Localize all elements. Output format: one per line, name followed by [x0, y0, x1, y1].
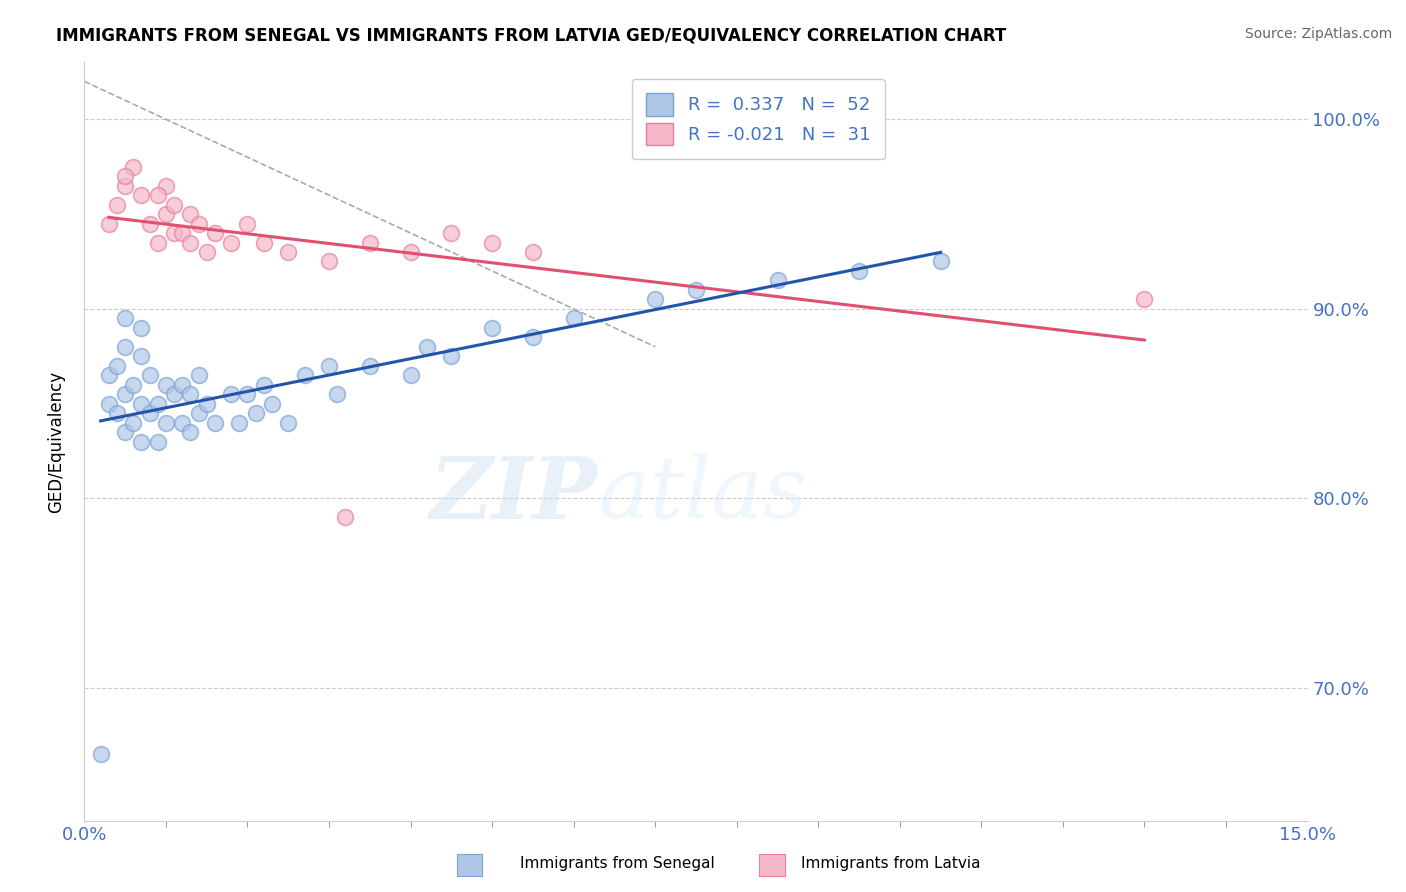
- Point: [131, 434, 153, 449]
- Point: [172, 226, 194, 240]
- Point: [179, 235, 201, 250]
- Point: [179, 425, 201, 439]
- Point: [138, 406, 160, 420]
- Point: [195, 244, 218, 259]
- Point: [97, 217, 120, 231]
- Point: [114, 178, 136, 193]
- Point: [179, 387, 201, 401]
- Point: [105, 197, 128, 211]
- Point: [114, 340, 136, 354]
- Point: [146, 434, 169, 449]
- Point: [204, 416, 226, 430]
- Text: atlas: atlas: [598, 453, 807, 536]
- Point: [155, 416, 177, 430]
- Point: [219, 235, 242, 250]
- Y-axis label: GED/Equivalency: GED/Equivalency: [48, 370, 66, 513]
- Point: [155, 207, 177, 221]
- Point: [277, 416, 299, 430]
- Point: [359, 235, 381, 250]
- Point: [131, 397, 153, 411]
- Point: [253, 235, 276, 250]
- Point: [187, 406, 209, 420]
- Point: [138, 368, 160, 383]
- Point: [195, 397, 218, 411]
- Point: [236, 387, 259, 401]
- Point: [131, 349, 153, 363]
- Text: ZIP: ZIP: [430, 453, 598, 536]
- Point: [219, 387, 242, 401]
- Text: Immigrants from Senegal: Immigrants from Senegal: [520, 856, 716, 871]
- Point: [253, 377, 276, 392]
- Text: IMMIGRANTS FROM SENEGAL VS IMMIGRANTS FROM LATVIA GED/EQUIVALENCY CORRELATION CH: IMMIGRANTS FROM SENEGAL VS IMMIGRANTS FR…: [56, 27, 1007, 45]
- Point: [172, 416, 194, 430]
- Point: [236, 217, 259, 231]
- Point: [114, 169, 136, 184]
- Point: [179, 207, 201, 221]
- Point: [155, 377, 177, 392]
- Point: [359, 359, 381, 373]
- Point: [1133, 293, 1156, 307]
- Point: [481, 235, 503, 250]
- Point: [685, 283, 707, 297]
- Point: [335, 510, 357, 524]
- Point: [146, 235, 169, 250]
- Point: [146, 397, 169, 411]
- Point: [766, 273, 789, 287]
- Point: [204, 226, 226, 240]
- Point: [90, 747, 112, 762]
- Point: [848, 264, 870, 278]
- Point: [187, 217, 209, 231]
- Point: [146, 188, 169, 202]
- Text: Source: ZipAtlas.com: Source: ZipAtlas.com: [1244, 27, 1392, 41]
- Point: [163, 226, 186, 240]
- Point: [131, 188, 153, 202]
- Point: [114, 387, 136, 401]
- Point: [105, 406, 128, 420]
- Point: [440, 349, 463, 363]
- Point: [260, 397, 283, 411]
- Point: [131, 321, 153, 335]
- Point: [163, 387, 186, 401]
- Point: [318, 359, 340, 373]
- Point: [644, 293, 666, 307]
- Point: [122, 377, 145, 392]
- Point: [105, 359, 128, 373]
- Point: [97, 368, 120, 383]
- Point: [562, 311, 585, 326]
- Point: [399, 368, 422, 383]
- Point: [294, 368, 316, 383]
- Point: [97, 397, 120, 411]
- Point: [122, 160, 145, 174]
- Legend: R =  0.337   N =  52, R = -0.021   N =  31: R = 0.337 N = 52, R = -0.021 N = 31: [631, 79, 884, 159]
- Point: [114, 425, 136, 439]
- Point: [440, 226, 463, 240]
- Point: [172, 377, 194, 392]
- Point: [228, 416, 250, 430]
- Point: [277, 244, 299, 259]
- Point: [138, 217, 160, 231]
- Point: [929, 254, 952, 268]
- Point: [155, 178, 177, 193]
- Point: [522, 330, 544, 344]
- Point: [122, 416, 145, 430]
- Point: [114, 311, 136, 326]
- Point: [187, 368, 209, 383]
- Point: [416, 340, 439, 354]
- Point: [318, 254, 340, 268]
- Point: [326, 387, 349, 401]
- Point: [399, 244, 422, 259]
- Point: [522, 244, 544, 259]
- Point: [163, 197, 186, 211]
- Text: Immigrants from Latvia: Immigrants from Latvia: [801, 856, 981, 871]
- Point: [481, 321, 503, 335]
- Point: [245, 406, 267, 420]
